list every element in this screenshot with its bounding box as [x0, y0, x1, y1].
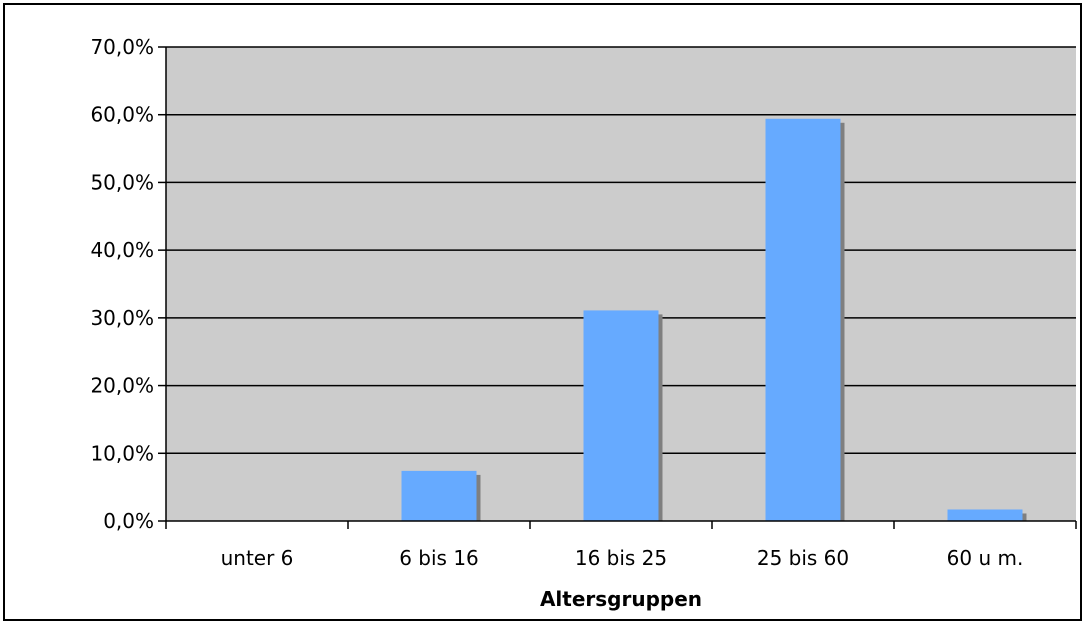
y-tick-label: 50,0%: [90, 170, 154, 194]
x-tick-label: unter 6: [221, 546, 294, 570]
y-tick-label: 40,0%: [90, 238, 154, 262]
bar: [401, 470, 477, 521]
x-tick-label: 25 bis 60: [757, 546, 849, 570]
y-tick-label: 20,0%: [90, 374, 154, 398]
x-tick-label: 6 bis 16: [399, 546, 479, 570]
bar: [947, 509, 1023, 521]
y-tick-label: 10,0%: [90, 441, 154, 465]
bar: [583, 310, 659, 521]
y-axis-tick-labels: 0,0% 10,0% 20,0% 30,0% 40,0% 50,0% 60,0% 70,0%: [90, 35, 154, 533]
x-axis-title: Altersgruppen: [540, 587, 702, 611]
bar: [765, 118, 841, 521]
x-axis-tick-labels: unter 6 6 bis 16 16 bis 25 25 bis 60 60 u m.: [221, 546, 1024, 570]
y-tick-label: 60,0%: [90, 103, 154, 127]
bars: [401, 118, 1027, 521]
x-tick-label: 60 u m.: [947, 546, 1024, 570]
x-tick-label: 16 bis 25: [575, 546, 667, 570]
axes: [158, 46, 1077, 529]
y-tick-label: 0,0%: [103, 509, 154, 533]
y-tick-label: 70,0%: [90, 35, 154, 59]
y-tick-label: 30,0%: [90, 306, 154, 330]
